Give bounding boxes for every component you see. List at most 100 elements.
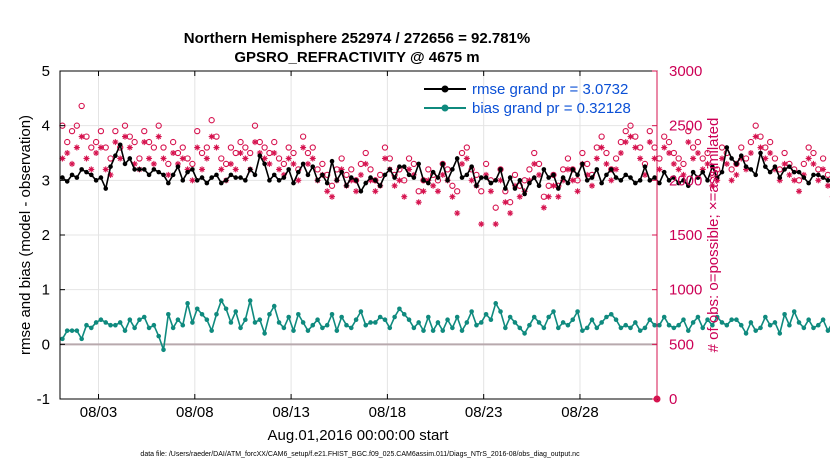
obs-possible-point [208,117,215,124]
bias-data-point [724,322,730,328]
obs-assimilated-point [150,160,157,167]
obs-possible-point [689,144,697,151]
bias-data-point [117,320,123,325]
y-tick-label-left: -1 [37,391,50,408]
bias-data-point [608,311,614,317]
rmse-data-point [127,156,133,161]
obs-assimilated-point [617,150,624,156]
obs-possible-point [73,122,81,129]
rmse-data-point [84,169,89,175]
bias-data-point [729,317,734,323]
bias-data-point [324,322,330,328]
bias-data-point [454,314,460,320]
obs-assimilated-point [165,171,172,178]
bias-data-point [79,336,84,342]
obs-assimilated-point [117,155,124,162]
obs-possible-point [227,144,235,151]
obs-assimilated-point [661,144,668,151]
bias-data-point [700,325,706,331]
y-tick-label-right: 2000 [669,172,702,189]
rmse-data-point [743,164,749,169]
rmse-data-point [281,175,287,180]
rmse-data-point [729,156,734,161]
bias-data-point [512,320,518,325]
obs-possible-point [92,138,100,146]
rmse-data-point [170,172,176,178]
bias-data-point [406,317,412,323]
obs-assimilated-point [762,155,769,162]
bias-data-point [469,309,474,314]
obs-possible-point [343,171,350,179]
rmse-data-point [122,161,128,167]
bias-data-point [604,314,609,320]
obs-assimilated-point [497,177,504,184]
rmse-data-point [647,178,653,183]
obs-assimilated-point [656,166,663,173]
y-tick-label-right: 2500 [669,118,702,135]
rmse-data-point [257,153,263,159]
obs-assimilated-point [690,155,697,162]
bias-data-point [401,311,407,317]
x-tick-label: 08/18 [369,404,407,421]
obs-assimilated-point [107,171,114,178]
bias-data-point [267,311,272,317]
obs-possible-point [198,149,206,157]
rmse-data-point [426,180,431,186]
bias-data-point [763,314,768,320]
obs-assimilated-point [290,160,297,167]
obs-assimilated-point [718,155,725,162]
obs-possible-point [285,144,292,151]
obs-assimilated-point [401,193,408,200]
rmse-data-point [103,186,109,191]
bias-data-point [772,320,778,325]
bias-data-point [681,317,686,323]
obs-assimilated-point [531,160,538,167]
obs-assimilated-point [699,166,706,173]
bias-data-point [565,322,571,328]
bias-data-point [801,325,807,331]
obs-possible-point [646,127,653,135]
rmse-data-point [267,178,272,183]
obs-assimilated-point [694,150,701,156]
obs-possible-point [752,122,759,129]
obs-assimilated-point [709,182,716,189]
bias-data-point [218,298,224,303]
rmse-data-point [344,183,349,189]
obs-possible-point [68,127,76,135]
y-tick-label-left: 2 [42,227,50,244]
bias-data-point [228,320,234,325]
obs-possible-point [526,166,533,173]
rmse-data-point [661,169,667,175]
obs-possible-point [463,144,470,151]
rmse-data-point [767,169,773,175]
bias-data-point [358,309,364,314]
legend-bias-label: bias grand pr = 0.32128 [472,100,631,117]
obs-assimilated-point [516,193,523,200]
obs-possible-point [275,155,283,162]
rmse-data-point [141,167,147,172]
obs-assimilated-point [685,139,692,146]
rmse-data-point [599,180,604,186]
obs-assimilated-point [218,166,225,173]
obs-assimilated-point [69,160,76,167]
obs-assimilated-point [666,150,673,156]
obs-possible-point [733,160,740,168]
obs-assimilated-point [637,155,644,162]
obs-possible-point [377,171,384,179]
obs-assimilated-point [102,166,109,173]
rmse-data-point [406,172,412,178]
obs-assimilated-point [589,182,596,189]
bias-data-point [122,328,128,333]
obs-assimilated-point [824,182,830,189]
bias-data-point [522,331,527,336]
obs-possible-point [136,155,143,162]
obs-possible-point [247,149,254,157]
obs-possible-point [348,166,355,173]
bias-data-point [478,320,484,325]
obs-possible-point [819,155,827,162]
obs-possible-point [704,149,711,157]
rmse-data-point [594,167,600,172]
obs-assimilated-point [83,155,90,162]
legend-rmse-marker [441,85,449,93]
